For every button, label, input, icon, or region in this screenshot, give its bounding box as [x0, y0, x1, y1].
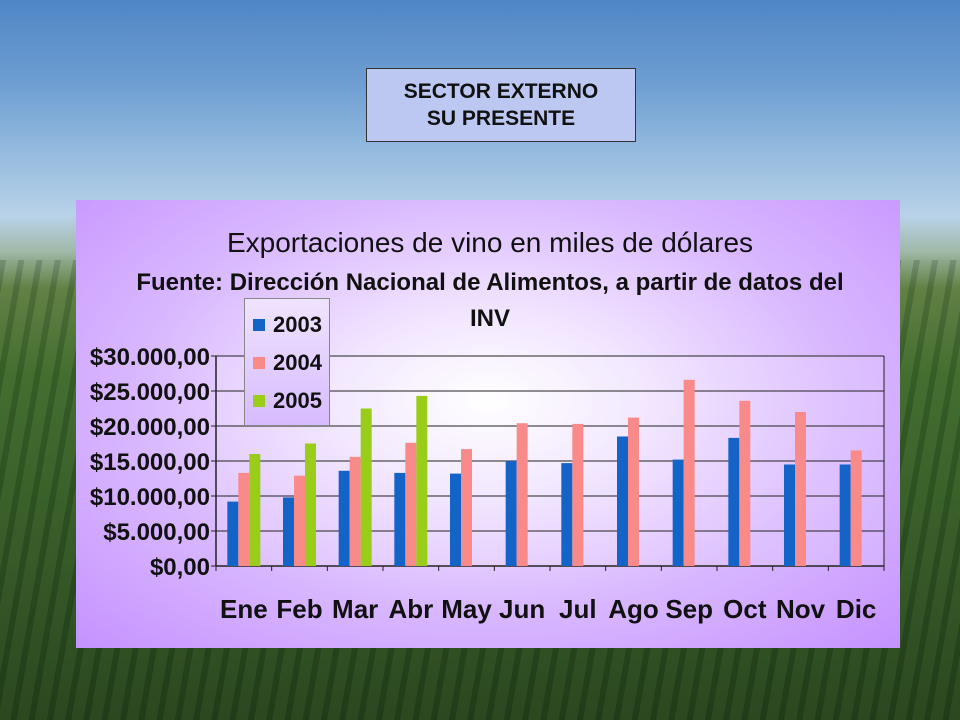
slide-title-line2: SU PRESENTE [426, 107, 576, 130]
bar-2003-Sep [672, 459, 684, 566]
bar-2004-Dic [850, 450, 862, 566]
legend-label-2004: 2004 [273, 350, 322, 375]
bar-2004-Ago [628, 417, 639, 566]
bar-2005-Mar [360, 408, 372, 566]
legend-swatch-2003 [253, 319, 265, 331]
x-tick-label: Dic [836, 594, 876, 624]
y-tick-label: $10.000,00 [90, 484, 210, 511]
x-tick-label: May [441, 594, 492, 624]
legend-swatch-2004 [253, 357, 265, 369]
x-tick-label: Jul [559, 594, 597, 624]
bar-2004-Feb [294, 475, 305, 566]
bar-2004-Oct [739, 400, 751, 566]
y-tick-label: $20.000,00 [90, 414, 210, 441]
legend-label-2005: 2005 [273, 388, 322, 413]
bar-2005-Abr [416, 395, 428, 566]
x-tick-label: Ene [220, 594, 268, 624]
chart-legend: 2003 2004 2005 [244, 298, 330, 426]
slide-title-box: SECTOR EXTERNO SU PRESENTE [366, 68, 636, 142]
bar-2003-Ene [227, 501, 239, 566]
bar-2004-Nov [795, 412, 806, 566]
bar-2004-Ene [238, 472, 250, 566]
bar-2004-Sep [683, 379, 695, 566]
bar-2003-Mar [338, 470, 350, 566]
bar-2003-Jul [561, 463, 573, 566]
legend-item-2003: 2003 [253, 311, 322, 339]
x-tick-label: Nov [776, 594, 826, 624]
legend-item-2005: 2005 [253, 387, 322, 415]
bar-2003-Oct [728, 437, 740, 566]
y-tick-label: $25.000,00 [90, 379, 210, 406]
legend-swatch-2005 [253, 395, 265, 407]
y-tick-label: $15.000,00 [90, 449, 210, 476]
bar-2003-Ago [617, 436, 628, 566]
bar-2004-Abr [405, 442, 417, 566]
bar-2004-Jul [572, 423, 584, 566]
bar-2004-May [461, 449, 472, 566]
y-tick-label: $30.000,00 [90, 344, 210, 371]
bar-2003-Jun [505, 461, 517, 566]
x-tick-label: Feb [276, 594, 322, 624]
x-tick-label: Abr [388, 594, 433, 624]
x-tick-label: Jun [499, 594, 545, 624]
chart-panel [76, 200, 900, 648]
bar-2005-Feb [305, 443, 316, 566]
legend-item-2004: 2004 [253, 349, 322, 377]
bar-2003-Abr [394, 472, 406, 566]
y-tick-label: $0,00 [150, 554, 210, 581]
chart-subtitle-line1: Fuente: Dirección Nacional de Alimentos,… [136, 269, 843, 296]
x-tick-label: Ago [608, 594, 659, 624]
slide-title-line1: SECTOR EXTERNO [403, 80, 599, 103]
x-tick-label: Mar [332, 594, 378, 624]
chart-subtitle-line2: INV [470, 305, 510, 332]
bar-2005-Ene [249, 454, 261, 566]
bar-2003-Nov [784, 464, 795, 566]
chart-title: Exportaciones de vino en miles de dólare… [227, 227, 753, 258]
bar-2003-Dic [839, 464, 851, 566]
x-tick-label: Oct [723, 594, 767, 624]
bar-2004-Mar [349, 456, 361, 566]
legend-label-2003: 2003 [273, 312, 322, 337]
x-tick-label: Sep [665, 594, 713, 624]
bar-2003-Feb [283, 497, 294, 566]
bar-2003-May [450, 473, 461, 566]
y-tick-label: $5.000,00 [103, 519, 210, 546]
bar-2004-Jun [516, 423, 528, 566]
